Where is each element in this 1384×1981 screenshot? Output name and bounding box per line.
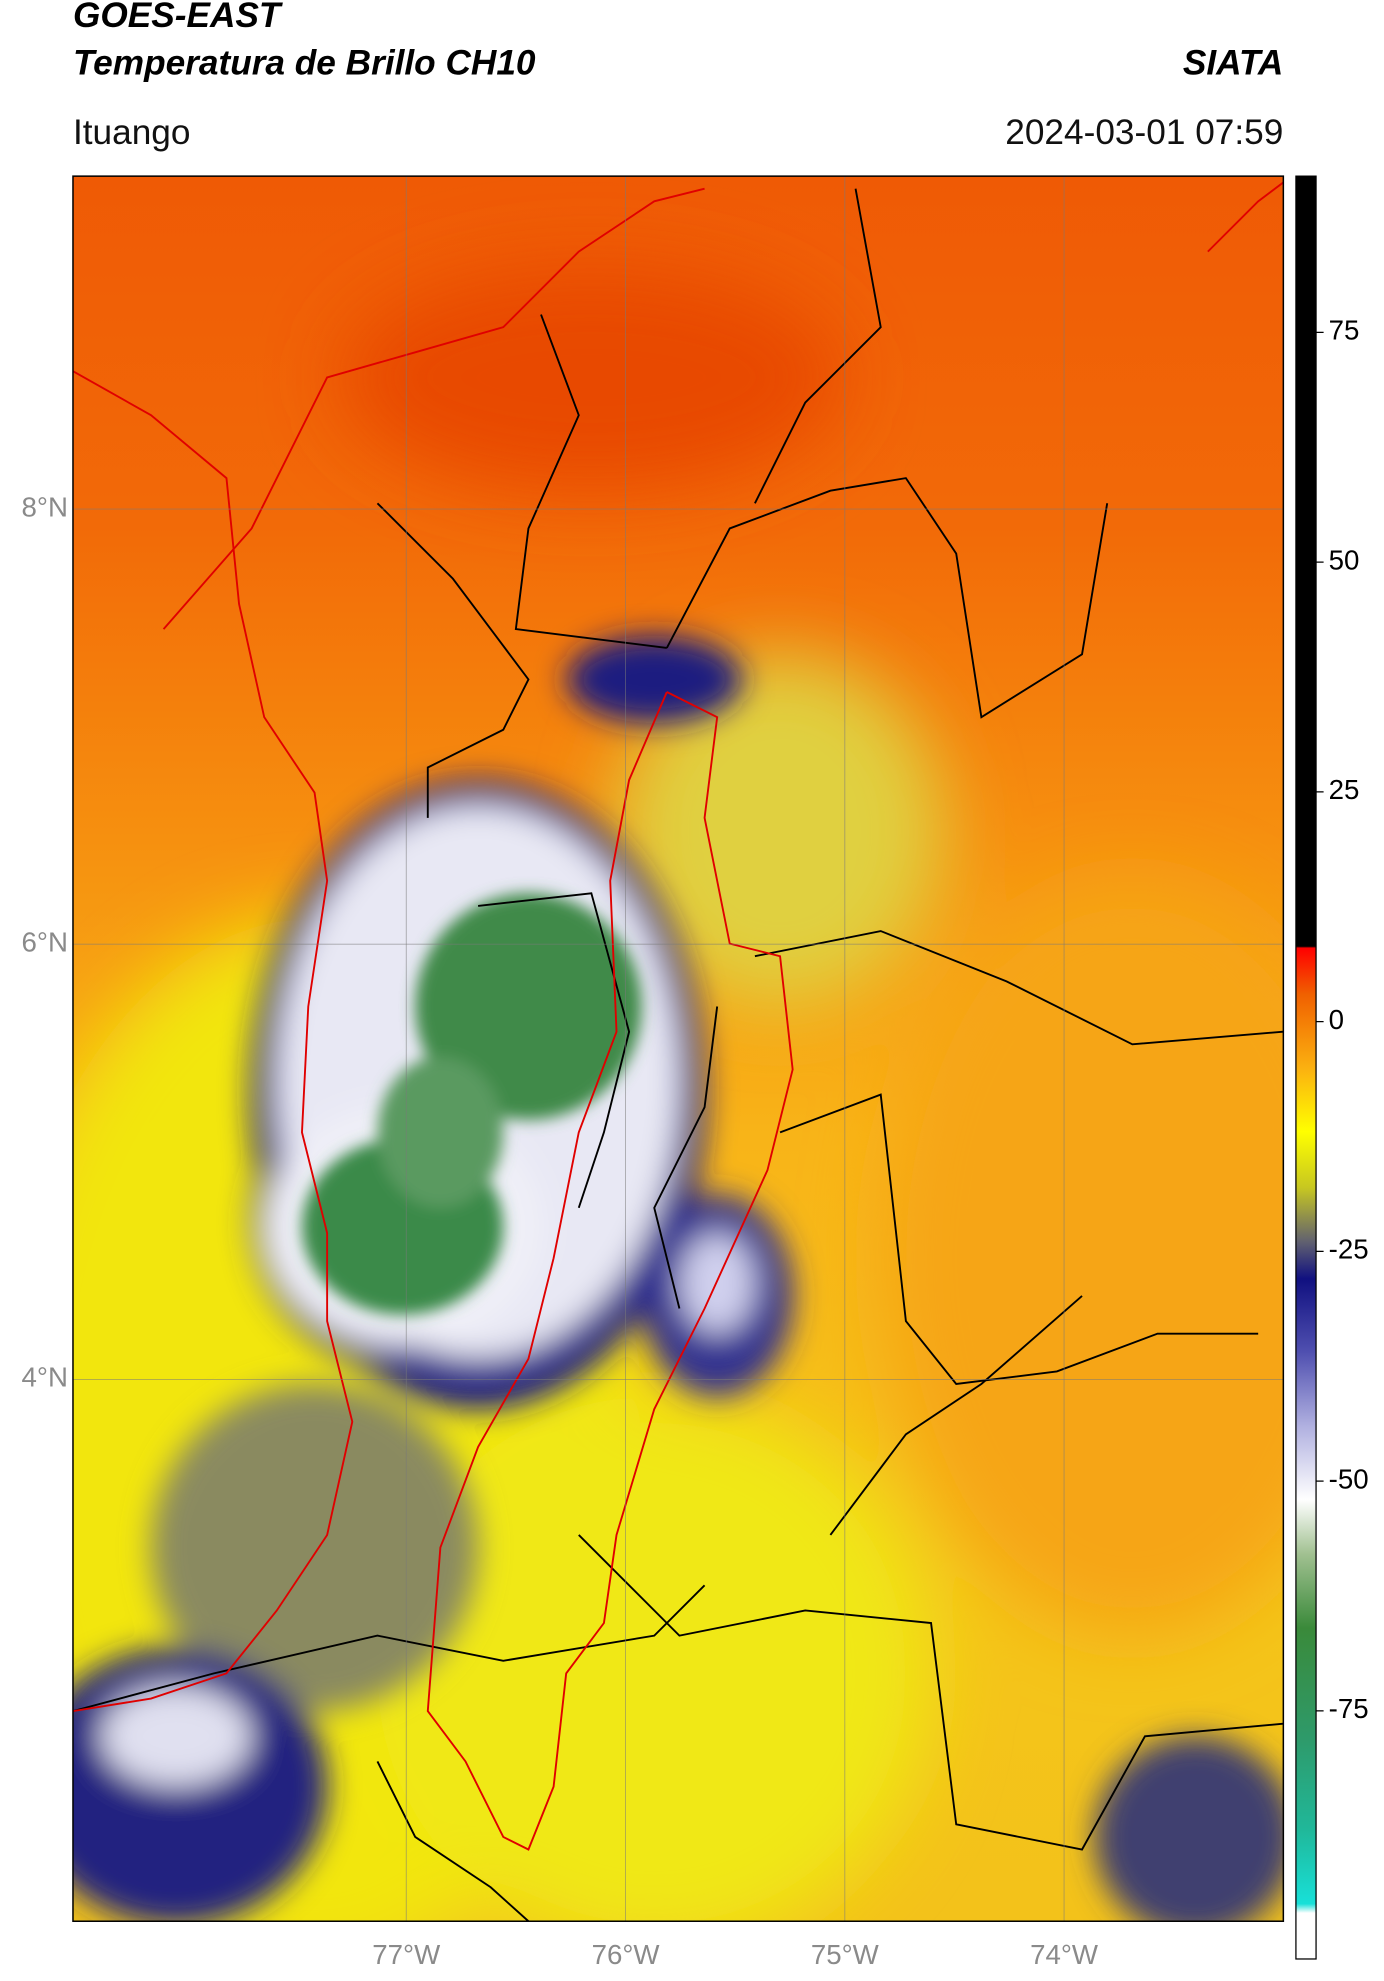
x-tick-label: 76°W	[592, 1939, 661, 1970]
x-tick-label: 77°W	[372, 1939, 441, 1970]
colorbar-tick-label: 25	[1329, 774, 1360, 805]
x-tick-label: 75°W	[811, 1939, 880, 1970]
colorbar-tick-label: -25	[1329, 1234, 1369, 1265]
graticule	[72, 176, 1284, 1922]
y-tick-label: 6°N	[22, 927, 68, 958]
colorbar-tick-label: -75	[1329, 1693, 1369, 1724]
datetime: 2024-03-01 07:59	[1005, 113, 1283, 152]
satellite-image	[72, 176, 1284, 1922]
colorbar-tick-label: 50	[1329, 544, 1360, 575]
colorbar-tick-label: 75	[1329, 315, 1360, 346]
y-tick-label: 4°N	[22, 1362, 68, 1393]
colorbar	[1295, 175, 1317, 1960]
title-org: SIATA	[1183, 44, 1283, 83]
location: Ituango	[73, 113, 191, 152]
colorbar-tick-label: 0	[1329, 1004, 1344, 1035]
y-tick-label: 8°N	[22, 491, 68, 522]
x-tick-label: 74°W	[1030, 1939, 1099, 1970]
borders	[72, 188, 1284, 1922]
coastline	[72, 181, 1284, 1851]
colorbar-tick-label: -50	[1329, 1463, 1369, 1494]
title-satellite: GOES-EAST	[73, 0, 283, 35]
title-product: Temperatura de Brillo CH10	[73, 44, 536, 83]
map-frame	[72, 175, 1285, 1922]
